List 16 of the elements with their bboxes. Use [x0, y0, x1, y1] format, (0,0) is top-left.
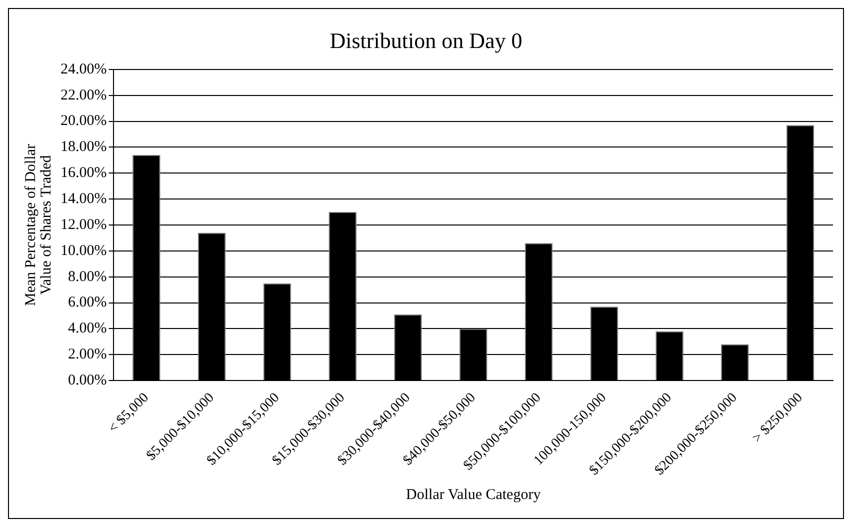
y-tick-label: 8.00% [68, 268, 107, 285]
y-tick-label: 24.00% [60, 61, 107, 78]
chart-title: Distribution on Day 0 [330, 28, 522, 53]
x-axis-title: Dollar Value Category [406, 486, 542, 503]
y-tick-label: 20.00% [60, 113, 107, 130]
y-tick-label: 10.00% [60, 242, 107, 259]
y-tick-label: 2.00% [68, 346, 107, 363]
y-tick-label: 12.00% [60, 216, 107, 233]
y-tick-label: 14.00% [60, 190, 107, 207]
y-tick-label: 6.00% [68, 294, 107, 311]
y-tick-label: 0.00% [68, 372, 107, 389]
y-axis-title: Mean Percentage of Dollar Value of Shares Traded [22, 144, 55, 306]
y-tick-label: 18.00% [60, 139, 107, 156]
y-tick-label: 4.00% [68, 320, 107, 337]
y-tick-label: 22.00% [60, 87, 107, 104]
y-tick-label: 16.00% [60, 165, 107, 182]
